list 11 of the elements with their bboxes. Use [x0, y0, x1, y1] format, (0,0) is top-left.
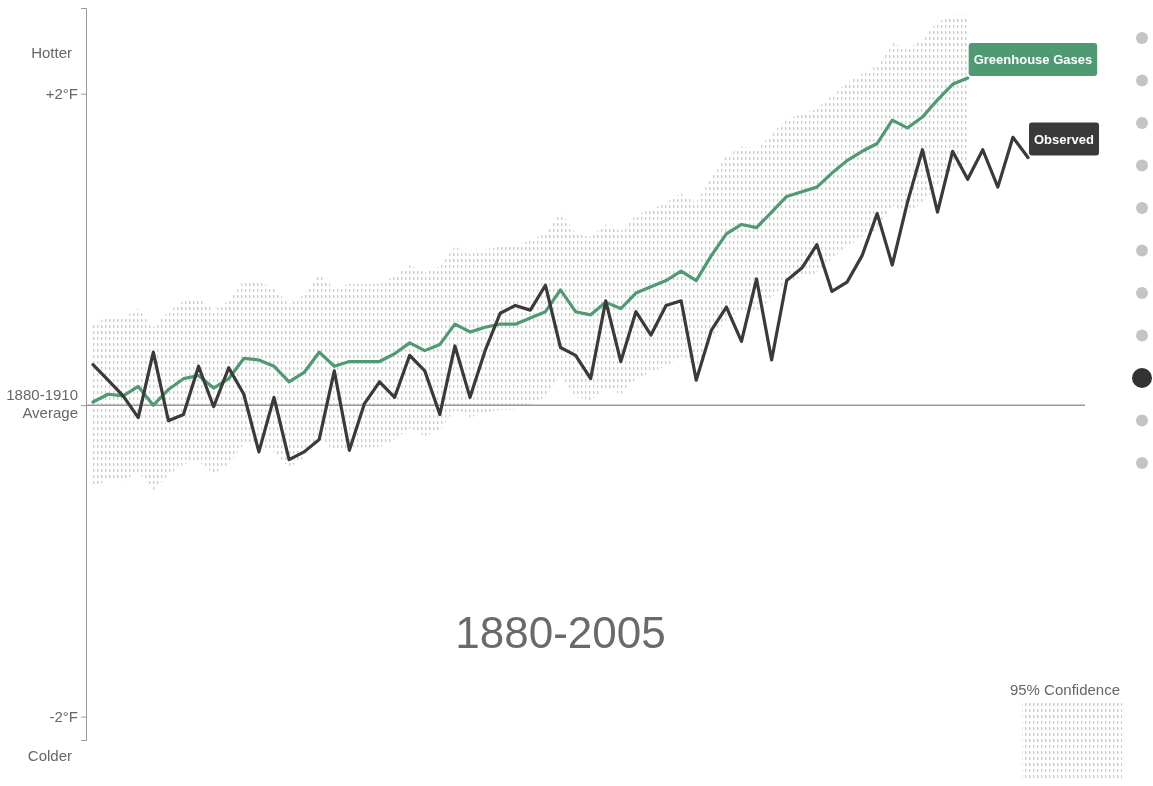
line-series — [91, 76, 970, 407]
text: Colder — [27, 746, 72, 764]
annotation: 1880-2005 — [455, 608, 666, 657]
y-tick-label: 1880-1910 Average — [6, 386, 78, 421]
series-label: Observed — [1034, 131, 1095, 147]
line-series — [91, 135, 1030, 462]
annotation: 95% Confidence — [1009, 681, 1120, 698]
text: Hotter — [31, 43, 72, 61]
y-tick-label: -2°F — [49, 707, 78, 725]
series-label: Greenhouse Gases — [973, 52, 1093, 68]
y-tick-label: +2°F — [45, 84, 78, 102]
